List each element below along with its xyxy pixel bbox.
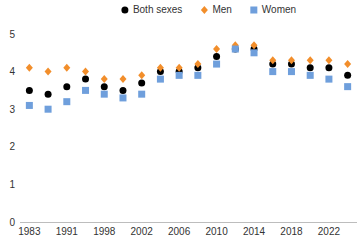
x-tick-label: 2022 [318, 226, 341, 237]
point [288, 56, 295, 64]
point [344, 83, 351, 90]
point [176, 72, 183, 79]
point [26, 64, 33, 72]
point [63, 83, 70, 90]
point [157, 64, 164, 72]
point [325, 64, 332, 71]
x-tick-label: 2018 [280, 226, 303, 237]
point [101, 91, 108, 98]
point [213, 53, 220, 60]
y-tick-label: 2 [9, 141, 15, 152]
point [251, 49, 258, 56]
point [138, 91, 145, 98]
point [269, 56, 276, 64]
point [288, 68, 295, 75]
point [82, 76, 89, 83]
point [63, 64, 70, 72]
x-tick-label: 2002 [131, 226, 154, 237]
point [119, 75, 126, 83]
point [213, 61, 220, 68]
point [45, 91, 52, 98]
point [176, 64, 183, 72]
point [325, 76, 332, 83]
y-tick-label: 3 [9, 104, 15, 115]
point [63, 98, 70, 105]
point [138, 79, 145, 86]
x-tick-label: 2010 [205, 226, 228, 237]
point [213, 45, 220, 53]
plot-marks [26, 41, 351, 112]
x-tick-label: 2014 [243, 226, 266, 237]
point [232, 46, 239, 53]
point [344, 72, 351, 79]
point [307, 56, 314, 64]
x-tick-label: 1991 [56, 226, 79, 237]
point [307, 72, 314, 79]
point [251, 41, 258, 49]
y-tick-label: 1 [9, 179, 15, 190]
point [194, 72, 201, 79]
point [344, 60, 351, 68]
point [26, 87, 33, 94]
point [157, 76, 164, 83]
y-tick-label: 0 [9, 217, 15, 228]
point [45, 106, 52, 113]
x-tick-label: 1983 [18, 226, 41, 237]
point [119, 94, 126, 101]
point [101, 75, 108, 83]
x-tick-label: 2006 [168, 226, 191, 237]
point [101, 83, 108, 90]
point [119, 87, 126, 94]
point [26, 102, 33, 109]
point [307, 64, 314, 71]
legend-label: Both sexes [133, 4, 182, 15]
point [232, 46, 239, 53]
legend-label: Women [262, 4, 296, 15]
point [325, 56, 332, 64]
legend-marker [121, 7, 128, 14]
point [82, 87, 89, 94]
x-axis-line [20, 222, 357, 223]
point [194, 60, 201, 68]
legend-marker [201, 6, 208, 14]
point [269, 68, 276, 75]
point [138, 71, 145, 79]
point [82, 68, 89, 76]
point [45, 68, 52, 76]
chart: 0 1 2 3 4 5 1983 1991 1998 2002 2006 2010 2014 2018 20… [0, 0, 360, 240]
legend: Both sexes Men Women [121, 4, 296, 15]
y-tick-label: 4 [9, 66, 15, 77]
legend-marker [250, 7, 257, 14]
x-tick-label: 1998 [93, 226, 116, 237]
y-tick-label: 5 [9, 29, 15, 40]
legend-label: Men [212, 4, 231, 15]
